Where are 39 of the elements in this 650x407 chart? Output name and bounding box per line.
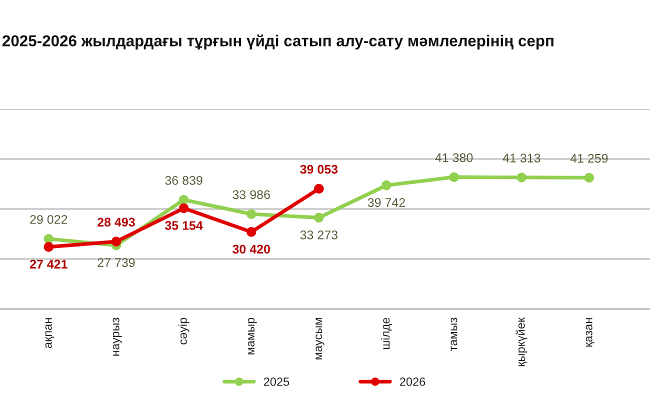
point: [44, 242, 54, 252]
data-label: 36 839: [165, 176, 202, 185]
data-label: 33 986: [232, 190, 270, 200]
x-tick-label: тамыз: [450, 318, 458, 351]
x-tick-label: шілде: [380, 318, 392, 349]
point: [178, 194, 189, 205]
point: [246, 209, 256, 219]
point: [382, 180, 392, 190]
point: [178, 203, 189, 214]
x-tick-label: қыркүйек: [516, 317, 528, 366]
x-tick-label: сәуір: [178, 318, 190, 344]
x-tick-label: қазан: [586, 318, 595, 347]
data-label: 41 259: [570, 154, 608, 163]
x-tick-label: мамыр: [248, 318, 257, 354]
legend-label: 2025: [264, 378, 290, 386]
x-tick-label: ақпан: [45, 318, 54, 348]
data-label: 27 421: [30, 260, 68, 268]
data-label: 30 420: [232, 244, 270, 254]
data-label: 35 154: [164, 221, 203, 230]
x-tick-label: маусым: [316, 318, 324, 360]
point: [449, 172, 459, 182]
point: [516, 172, 526, 182]
point: [246, 227, 256, 237]
chart-title: 2025-2026 жылдардағы тұрғын үйді сатып алу-сату мәмлелерінің серп: [2, 34, 554, 50]
point: [111, 236, 122, 246]
data-label: 27 739: [98, 258, 135, 267]
point: [44, 234, 54, 244]
data-label: 33 273: [300, 230, 338, 240]
data-label: 39 053: [300, 164, 338, 174]
data-label: 39 742: [368, 198, 405, 207]
point: [584, 172, 594, 183]
point: [314, 212, 324, 222]
data-label: 41 313: [502, 154, 540, 162]
legend-label: 2026: [400, 378, 426, 386]
data-label: 41 380: [435, 153, 473, 162]
data-label: 28 493: [98, 218, 135, 227]
point: [314, 184, 324, 194]
x-tick-label: наурыз: [112, 318, 122, 356]
data-label: 29 022: [30, 215, 68, 224]
